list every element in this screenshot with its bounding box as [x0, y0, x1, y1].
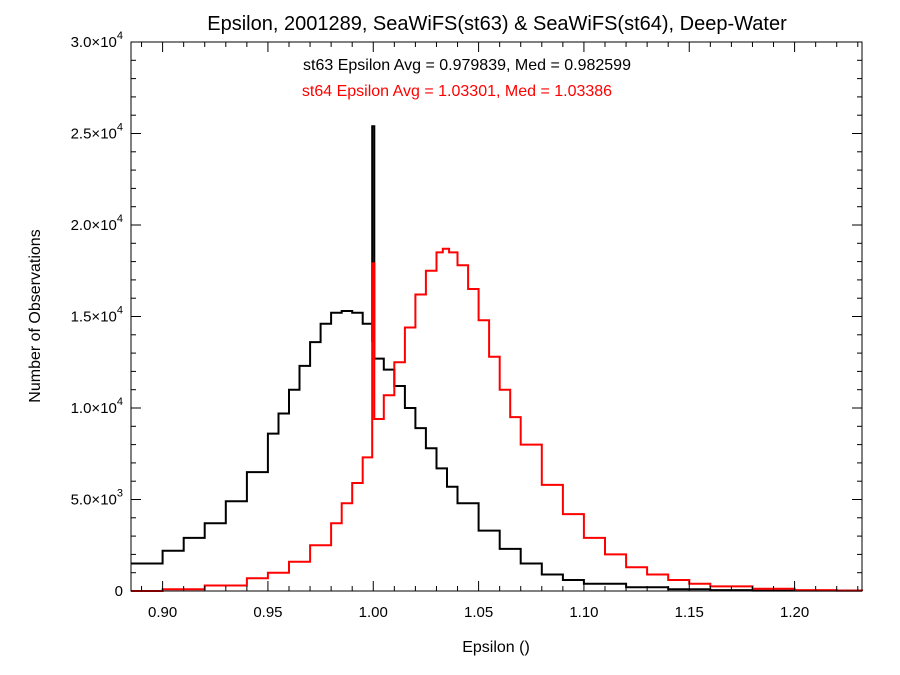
x-tick-label: 1.20	[780, 604, 809, 621]
annotation-st64: st64 Epsilon Avg = 1.03301, Med = 1.0338…	[302, 83, 612, 100]
y-axis-title: Number of Observations	[27, 229, 44, 402]
ticks-layer: 0.90 0.95 1.00 1.05 1.10 1.15 1.20 0 5.0×103 1.0×…	[71, 30, 862, 621]
y-tick-label: 2.0×104	[71, 213, 123, 234]
x-tick-label: 0.95	[253, 604, 282, 621]
annotations: st63 Epsilon Avg = 0.979839, Med = 0.982…	[302, 57, 631, 100]
series-line-st63	[131, 125, 863, 592]
x-tick-label: 1.10	[569, 604, 598, 621]
series-line-st64	[131, 247, 863, 592]
x-tick-label: 0.90	[148, 604, 177, 621]
x-tick-label: 1.00	[359, 604, 388, 621]
y-tick-label: 1.5×104	[71, 305, 123, 326]
y-tick-label: 0	[115, 583, 123, 600]
annotation-st63: st63 Epsilon Avg = 0.979839, Med = 0.982…	[303, 57, 631, 74]
x-tick-label: 1.05	[464, 604, 493, 621]
y-tick-label: 5.0×103	[71, 488, 123, 509]
series-layer	[131, 125, 863, 592]
x-axis-title: Epsilon ()	[462, 639, 530, 656]
plot-frame	[130, 41, 863, 592]
chart-title: Epsilon, 2001289, SeaWiFS(st63) & SeaWiF…	[207, 13, 787, 35]
y-tick-label: 2.5×104	[71, 122, 123, 143]
y-tick-label: 1.0×104	[71, 396, 123, 417]
y-tick-label: 3.0×104	[71, 30, 123, 51]
x-tick-label: 1.15	[675, 604, 704, 621]
